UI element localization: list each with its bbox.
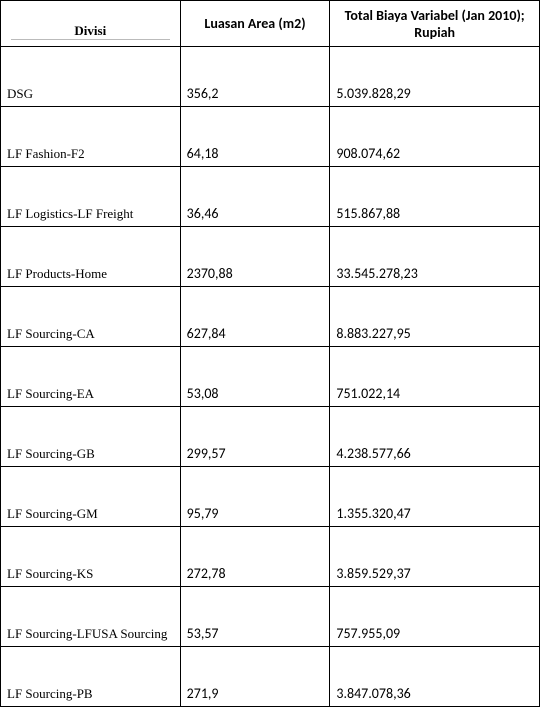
table-row: LF Fashion-F2 64,18 908.074,62: [1, 107, 540, 167]
cell-biaya: 3.859.529,37: [330, 527, 540, 587]
cell-area: 95,79: [180, 467, 330, 527]
table-row: LF Logistics-LF Freight 36,46 515.867,88: [1, 167, 540, 227]
cell-area: 64,18: [180, 107, 330, 167]
cell-divisi: LF Sourcing-GM: [1, 467, 181, 527]
col-header-divisi: Divisi: [1, 1, 181, 47]
cell-biaya: 3.847.078,36: [330, 647, 540, 707]
table-row: LF Sourcing-PB 271,9 3.847.078,36: [1, 647, 540, 707]
col-header-biaya-label: Total Biaya Variabel (Jan 2010); Rupiah: [345, 7, 525, 41]
cell-biaya: 33.545.278,23: [330, 227, 540, 287]
cell-area: 356,2: [180, 47, 330, 107]
cell-biaya: 4.238.577,66: [330, 407, 540, 467]
table-row: LF Sourcing-CA 627,84 8.883.227,95: [1, 287, 540, 347]
table-row: LF Sourcing-GB 299,57 4.238.577,66: [1, 407, 540, 467]
cell-divisi: LF Sourcing-EA: [1, 347, 181, 407]
cell-divisi: LF Logistics-LF Freight: [1, 167, 181, 227]
cell-area: 272,78: [180, 527, 330, 587]
cell-area: 271,9: [180, 647, 330, 707]
table-row: LF Sourcing-LFUSA Sourcing 53,57 757.955…: [1, 587, 540, 647]
cell-area: 53,57: [180, 587, 330, 647]
col-header-divisi-label: Divisi: [72, 23, 108, 39]
cell-area: 2370,88: [180, 227, 330, 287]
cell-divisi: LF Products-Home: [1, 227, 181, 287]
cell-divisi: LF Sourcing-LFUSA Sourcing: [1, 587, 181, 647]
cell-biaya: 8.883.227,95: [330, 287, 540, 347]
table-row: LF Products-Home 2370,88 33.545.278,23: [1, 227, 540, 287]
cell-divisi: LF Sourcing-CA: [1, 287, 181, 347]
cost-table: Divisi Luasan Area (m2) Total Biaya Vari…: [0, 0, 540, 707]
cell-divisi: LF Sourcing-KS: [1, 527, 181, 587]
cell-biaya: 5.039.828,29: [330, 47, 540, 107]
cell-area: 627,84: [180, 287, 330, 347]
cell-biaya: 757.955,09: [330, 587, 540, 647]
cell-biaya: 1.355.320,47: [330, 467, 540, 527]
cell-divisi: LF Sourcing-PB: [1, 647, 181, 707]
cell-divisi: DSG: [1, 47, 181, 107]
table-row: LF Sourcing-GM 95,79 1.355.320,47: [1, 467, 540, 527]
cell-biaya: 515.867,88: [330, 167, 540, 227]
cell-area: 36,46: [180, 167, 330, 227]
table-row: LF Sourcing-KS 272,78 3.859.529,37: [1, 527, 540, 587]
cell-biaya: 908.074,62: [330, 107, 540, 167]
cell-divisi: LF Fashion-F2: [1, 107, 181, 167]
col-header-area-label: Luasan Area (m2): [204, 15, 305, 32]
cell-area: 299,57: [180, 407, 330, 467]
col-header-area: Luasan Area (m2): [180, 1, 330, 47]
cell-divisi: LF Sourcing-GB: [1, 407, 181, 467]
table-row: LF Sourcing-EA 53,08 751.022,14: [1, 347, 540, 407]
table-header-row: Divisi Luasan Area (m2) Total Biaya Vari…: [1, 1, 540, 47]
cell-biaya: 751.022,14: [330, 347, 540, 407]
cell-area: 53,08: [180, 347, 330, 407]
col-header-biaya: Total Biaya Variabel (Jan 2010); Rupiah: [330, 1, 540, 47]
table-row: DSG 356,2 5.039.828,29: [1, 47, 540, 107]
